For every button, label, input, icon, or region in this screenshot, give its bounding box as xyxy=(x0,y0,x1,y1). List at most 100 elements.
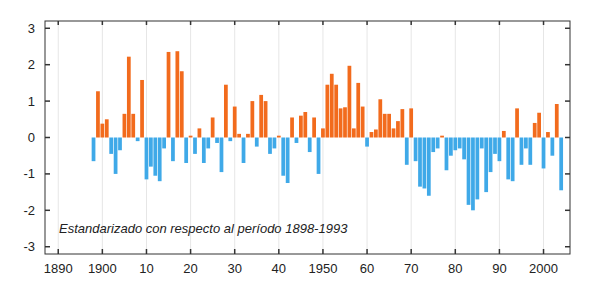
bar xyxy=(118,138,122,151)
bar xyxy=(127,57,131,138)
x-tick-label: 90 xyxy=(492,261,506,276)
bar xyxy=(299,116,303,138)
bar xyxy=(352,128,356,137)
bar xyxy=(400,109,404,137)
bar xyxy=(96,91,100,137)
x-tick xyxy=(234,21,236,25)
x-tick-label: 1900 xyxy=(88,261,117,276)
bar xyxy=(273,138,277,149)
bar xyxy=(475,138,479,200)
bar xyxy=(149,138,153,167)
bar xyxy=(92,138,96,162)
bar xyxy=(471,138,475,211)
bar xyxy=(537,113,541,138)
y-tick xyxy=(45,246,50,248)
x-tick-label: 80 xyxy=(448,261,462,276)
bar xyxy=(480,138,484,149)
x-tick xyxy=(57,21,59,25)
bar xyxy=(484,138,488,193)
y-tick xyxy=(45,137,50,139)
bar xyxy=(436,138,440,149)
bar xyxy=(423,138,427,189)
bar xyxy=(365,138,369,147)
bar xyxy=(449,138,453,156)
bar xyxy=(524,138,528,149)
y-tick xyxy=(565,173,570,175)
x-tick xyxy=(499,21,501,25)
bar xyxy=(237,134,241,138)
bar xyxy=(211,117,215,137)
bar xyxy=(330,74,334,138)
bar xyxy=(246,134,250,138)
bar xyxy=(339,108,343,137)
bar xyxy=(361,107,365,138)
plot-frame xyxy=(45,21,570,254)
bar xyxy=(387,114,391,138)
annotation: Estandarizado con respecto al período 18… xyxy=(59,221,348,236)
bar xyxy=(396,121,400,137)
bar xyxy=(502,131,506,138)
x-tick xyxy=(322,21,324,25)
bar xyxy=(145,138,149,180)
bar xyxy=(290,117,294,137)
x-tick xyxy=(410,249,412,254)
bar xyxy=(317,138,321,174)
bar xyxy=(506,138,510,180)
bar xyxy=(418,138,422,187)
y-tick-label: 3 xyxy=(28,21,35,36)
x-tick xyxy=(190,249,192,254)
x-tick-label: 30 xyxy=(227,261,241,276)
bar xyxy=(233,107,237,138)
y-tick-label: -1 xyxy=(23,166,35,181)
bar xyxy=(175,51,179,137)
bar xyxy=(498,138,502,162)
bar xyxy=(193,138,197,154)
y-tick-label: -2 xyxy=(23,203,35,218)
bar xyxy=(162,138,166,149)
bar xyxy=(189,136,193,138)
bar xyxy=(383,114,387,138)
bar xyxy=(378,99,382,137)
chart: -3-2-10123189019001020304019506070809020… xyxy=(0,0,600,288)
y-tick xyxy=(565,137,570,139)
bar xyxy=(295,138,299,143)
x-tick xyxy=(146,21,148,25)
y-tick xyxy=(45,173,50,175)
x-tick-label: 40 xyxy=(272,261,286,276)
bar xyxy=(348,66,352,138)
bar xyxy=(440,136,444,138)
y-tick-label: -3 xyxy=(23,239,35,254)
bar xyxy=(550,138,554,156)
bar xyxy=(445,138,449,171)
bar xyxy=(259,95,263,138)
y-tick xyxy=(45,210,50,212)
bar xyxy=(123,114,127,138)
bar xyxy=(281,138,285,176)
bar xyxy=(520,138,524,165)
bar xyxy=(427,138,431,196)
y-tick xyxy=(565,246,570,248)
x-tick-label: 1950 xyxy=(308,261,337,276)
x-tick xyxy=(543,249,545,254)
bar xyxy=(392,128,396,137)
bar xyxy=(559,138,563,191)
x-tick xyxy=(278,21,280,25)
y-tick xyxy=(45,64,50,66)
x-tick xyxy=(278,249,280,254)
y-tick-label: 2 xyxy=(28,57,35,72)
y-tick-label: 1 xyxy=(28,94,35,109)
bar xyxy=(202,138,206,163)
bar xyxy=(100,124,104,138)
bar xyxy=(228,138,232,142)
bar xyxy=(206,138,210,149)
bar xyxy=(356,83,360,138)
bar xyxy=(467,138,471,205)
bar xyxy=(308,138,312,153)
bar xyxy=(533,123,537,138)
bar xyxy=(458,138,462,149)
x-tick-label: 20 xyxy=(183,261,197,276)
x-tick xyxy=(366,249,368,254)
x-tick-label: 2000 xyxy=(529,261,558,276)
x-tick xyxy=(455,21,457,25)
y-tick xyxy=(45,100,50,102)
